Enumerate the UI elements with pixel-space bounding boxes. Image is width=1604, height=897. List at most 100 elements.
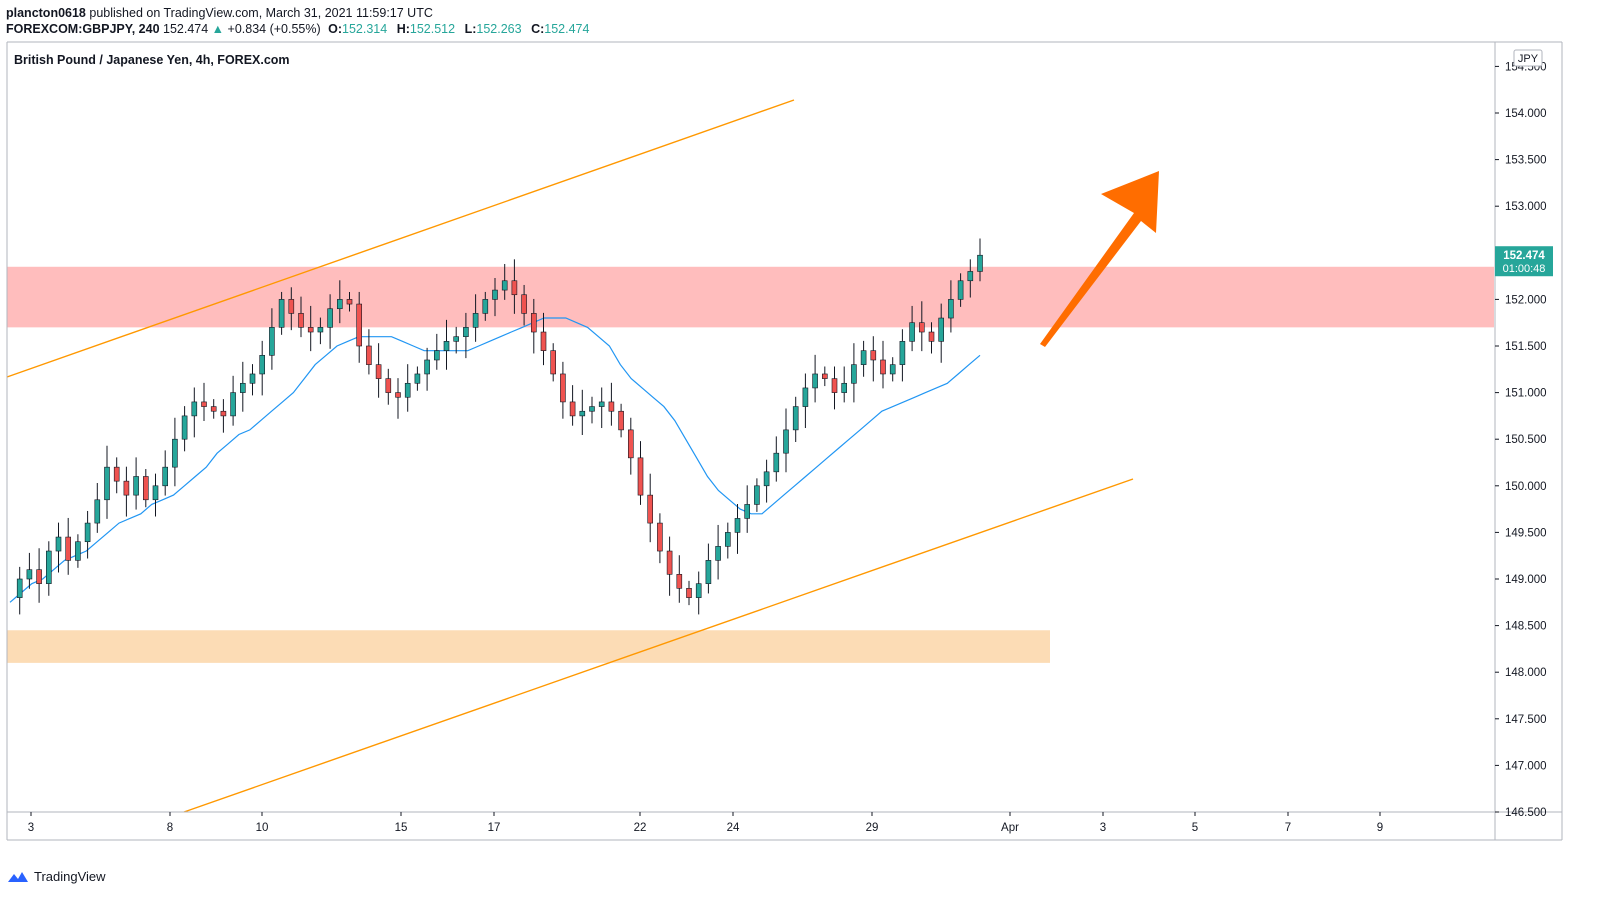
candle-down[interactable] [530,313,537,333]
candle-down[interactable] [569,401,576,417]
candle-down[interactable] [307,327,314,333]
candle-up[interactable] [191,401,198,417]
candle-up[interactable] [55,536,62,552]
candle-down[interactable] [627,429,634,459]
candle-down[interactable] [560,373,566,403]
candle-up[interactable] [414,373,421,384]
candle-down[interactable] [220,410,227,417]
candle-up[interactable] [802,387,809,407]
candle-up[interactable] [695,583,702,598]
candle-up[interactable] [162,466,168,487]
candle-down[interactable] [375,364,382,379]
forecast-arrow-icon[interactable] [1040,171,1159,347]
candle-down[interactable] [36,569,42,584]
candle-up[interactable] [278,299,285,328]
symbol-name[interactable]: FOREXCOM:GBPJPY, 240 [6,22,160,36]
candle-up[interactable] [744,504,751,519]
candle-up[interactable] [240,382,246,393]
candle-down[interactable] [647,494,654,524]
candle-down[interactable] [550,350,557,375]
candle-up[interactable] [851,364,857,384]
currency-box[interactable] [1513,49,1543,67]
candle-up[interactable] [492,289,498,300]
candle-down[interactable] [618,410,624,431]
candle-down[interactable] [201,401,207,407]
candle-up[interactable] [977,254,983,272]
candle-up[interactable] [938,317,945,342]
candle-up[interactable] [443,341,450,351]
candle-down[interactable] [288,299,295,314]
candle-down[interactable] [65,536,71,561]
candle-down[interactable] [113,466,120,482]
candle-up[interactable] [317,327,324,333]
candle-up[interactable] [724,532,731,547]
x-axis[interactable]: 3 8 10 15 17 22 24 29 Apr 3 5 7 9 [28,812,1383,834]
candle-up[interactable] [133,476,139,496]
candle-up[interactable] [909,322,915,342]
candle-up[interactable] [327,308,333,328]
last-price-tag[interactable] [1495,246,1553,277]
candle-up[interactable] [94,499,101,524]
y-axis[interactable]: 154.500154.000153.500153.000152.500152.0… [1495,49,1553,819]
candle-up[interactable] [16,578,23,598]
tradingview-branding[interactable]: TradingView [6,869,106,884]
candle-up[interactable] [75,541,81,561]
candle-down[interactable] [210,406,217,412]
candle-up[interactable] [860,350,867,365]
candle-up[interactable] [773,452,780,473]
candle-up[interactable] [45,550,52,584]
candle-up[interactable] [841,382,848,393]
candle-up[interactable] [792,406,799,431]
candle-up[interactable] [967,271,974,282]
candle-up[interactable] [899,341,906,365]
candle-up[interactable] [598,401,605,407]
candle-down[interactable] [686,588,692,598]
candle-up[interactable] [269,327,275,356]
candle-down[interactable] [346,299,353,305]
candle-up[interactable] [26,569,33,580]
candle-down[interactable] [521,294,527,314]
candle-up[interactable] [948,299,954,319]
candle-up[interactable] [889,364,896,375]
candle-down[interactable] [928,331,935,342]
candle-up[interactable] [424,359,430,375]
candle-down[interactable] [511,280,518,296]
candle-up[interactable] [463,327,469,337]
candle-up[interactable] [734,518,741,533]
channel-lower-line[interactable] [183,478,1134,813]
candle-up[interactable] [579,410,586,417]
candle-down[interactable] [366,345,372,365]
candle-up[interactable] [453,336,460,342]
candle-up[interactable] [104,466,110,501]
candle-up[interactable] [259,355,266,375]
candle-down[interactable] [123,480,130,496]
candle-down[interactable] [870,350,877,361]
candle-down[interactable] [298,313,304,328]
candle-up[interactable] [763,471,770,487]
candle-down[interactable] [918,322,925,333]
candle-up[interactable] [472,313,479,328]
candle-down[interactable] [637,457,644,496]
candle-up[interactable] [249,373,256,384]
candle-up[interactable] [336,299,343,310]
author-name[interactable]: plancton0618 [6,6,86,20]
candle-up[interactable] [812,373,818,389]
candle-down[interactable] [395,392,401,398]
candle-down[interactable] [657,522,663,552]
candle-up[interactable] [715,546,721,561]
candle-up[interactable] [181,415,188,440]
candle-up[interactable] [152,485,159,501]
candle-down[interactable] [821,373,828,379]
candle-up[interactable] [433,350,440,361]
candle-up[interactable] [589,406,595,412]
candle-down[interactable] [356,303,363,347]
candle-down[interactable] [666,550,673,575]
candle-up[interactable] [404,382,411,398]
candle-up[interactable] [482,299,489,314]
candle-down[interactable] [676,574,683,589]
candle-up[interactable] [783,429,789,454]
candle-up[interactable] [84,522,91,543]
candle-up[interactable] [230,392,236,417]
candle-down[interactable] [831,378,838,393]
